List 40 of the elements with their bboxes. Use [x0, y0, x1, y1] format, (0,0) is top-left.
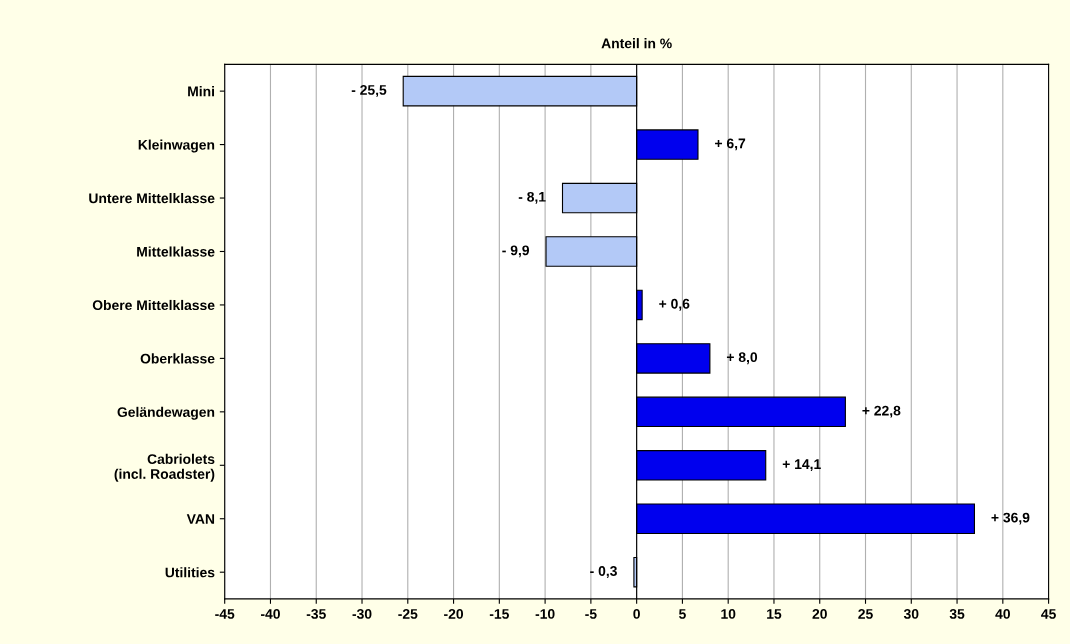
y-tick-label: Utilities: [165, 567, 215, 578]
data-label: + 6,7: [715, 138, 746, 151]
x-tick-label: 40: [995, 609, 1010, 619]
x-tick-label: 45: [1041, 609, 1056, 619]
x-tick-label: 25: [858, 609, 873, 619]
data-label: - 9,9: [502, 245, 530, 258]
x-tick-label: -25: [398, 609, 418, 619]
x-tick-label: -40: [260, 609, 280, 619]
y-tick-label: Mittelklasse: [137, 246, 215, 257]
data-label: - 25,5: [351, 85, 387, 97]
data-label: - 0,3: [590, 566, 617, 578]
y-tick-label: VAN: [186, 514, 215, 524]
x-tick-label: -45: [215, 609, 235, 619]
data-label: + 36,9: [991, 512, 1030, 525]
x-tick-label: 30: [903, 609, 919, 619]
chart-title: Anteil in %: [601, 38, 672, 49]
data-label: - 8,1: [518, 191, 546, 204]
x-tick-label: -10: [535, 609, 555, 619]
y-tick-label: Geländewagen: [117, 406, 215, 420]
x-tick-label: -5: [585, 609, 597, 619]
x-tick-label: -35: [306, 609, 326, 619]
data-label: + 8,0: [726, 352, 758, 365]
y-tick-label: Untere Mittelklasse: [89, 193, 215, 204]
y-tick-label: Mini: [188, 86, 214, 97]
x-tick-label: 0: [633, 609, 640, 619]
x-tick-label: 20: [812, 609, 827, 619]
x-tick-label: -30: [352, 609, 372, 619]
x-tick-label: -20: [444, 609, 464, 619]
y-tick-label: Kleinwagen: [138, 139, 215, 153]
x-tick-label: 10: [721, 609, 736, 619]
data-label: + 14,1: [782, 459, 821, 472]
x-tick-label: 15: [767, 609, 782, 619]
y-tick-label: Oberklasse: [140, 353, 215, 364]
data-label: + 0,6: [659, 298, 690, 311]
x-tick-label: -15: [489, 609, 509, 619]
x-tick-label: 35: [949, 609, 965, 619]
x-tick-label: 5: [678, 609, 686, 619]
y-tick-label: Cabriolets (incl. Roadster): [114, 453, 215, 482]
y-tick-label: Obere Mittelklasse: [92, 299, 215, 311]
data-label: + 22,8: [862, 405, 901, 418]
